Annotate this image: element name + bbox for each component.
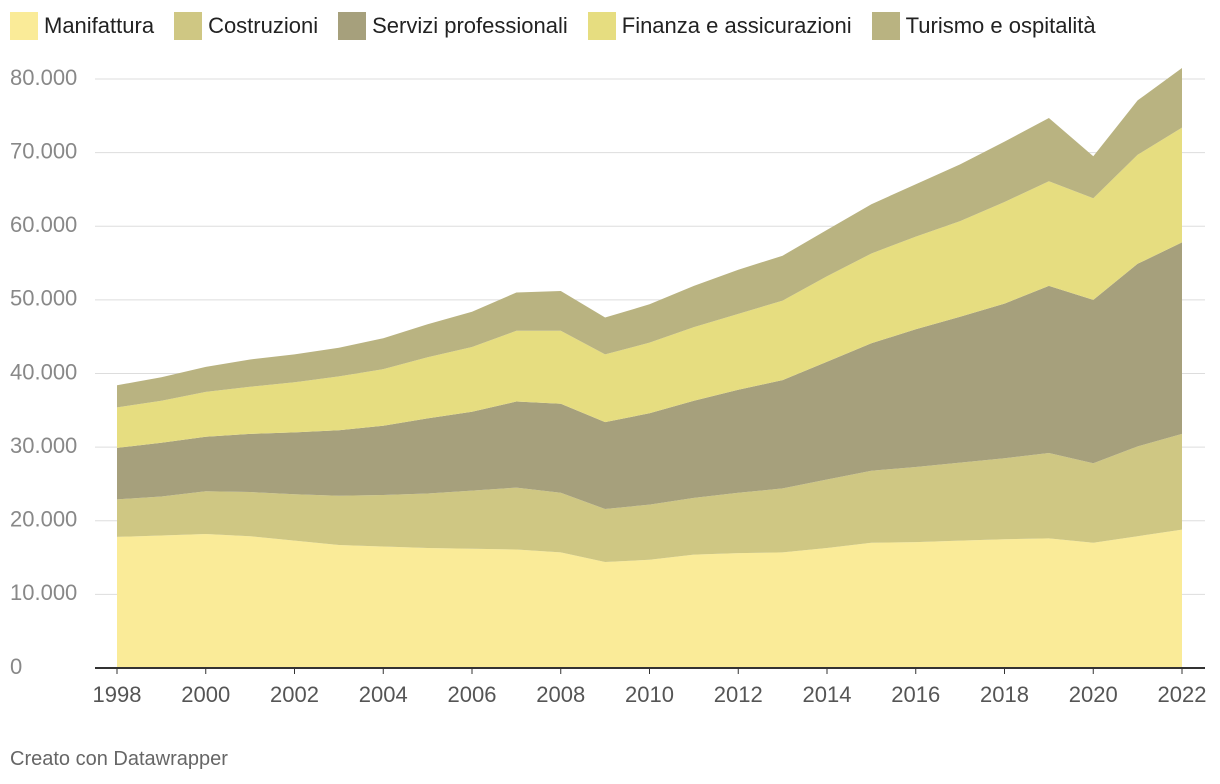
x-tick-label: 2016 — [891, 682, 940, 707]
x-tick-label: 2010 — [625, 682, 674, 707]
x-tick-label: 2006 — [448, 682, 497, 707]
chart-legend: Manifattura Costruzioni Servizi profession… — [10, 12, 1116, 40]
area-series-band — [117, 242, 1182, 509]
y-tick-label: 40.000 — [10, 359, 77, 384]
legend-label: Servizi professionali — [372, 13, 568, 38]
x-tick-label: 2018 — [980, 682, 1029, 707]
legend-item: Servizi professionali — [338, 12, 568, 40]
legend-swatch — [10, 12, 38, 40]
y-tick-label: 50.000 — [10, 286, 77, 311]
legend-swatch — [587, 12, 616, 40]
legend-swatch — [174, 12, 203, 40]
legend-label: Turismo e ospitalità — [905, 13, 1096, 38]
legend-label: Costruzioni — [208, 13, 319, 38]
y-tick-label: 10.000 — [10, 580, 77, 605]
legend-swatch — [338, 12, 367, 40]
legend-item: Finanza e assicurazioni — [587, 12, 852, 40]
x-tick-label: 2012 — [714, 682, 763, 707]
legend-swatch — [871, 12, 900, 40]
area-series — [117, 68, 1182, 668]
x-tick-label: 2014 — [803, 682, 852, 707]
legend-label: Manifattura — [44, 13, 155, 38]
x-tick-label: 2022 — [1158, 682, 1207, 707]
area-series-band — [117, 529, 1182, 668]
y-tick-label: 60.000 — [10, 212, 77, 237]
x-tick-label: 2000 — [181, 682, 230, 707]
x-tick-label: 2020 — [1069, 682, 1118, 707]
area-series-band — [117, 127, 1182, 448]
x-tick-label: 1998 — [93, 682, 142, 707]
y-tick-label: 80.000 — [10, 65, 77, 90]
area-series-band — [117, 68, 1182, 408]
y-tick-label: 0 — [10, 654, 22, 679]
x-tick-label: 2002 — [270, 682, 319, 707]
footer-credit: Creato con Datawrapper — [10, 748, 228, 770]
legend-item: Manifattura — [10, 12, 154, 40]
y-tick-label: 20.000 — [10, 507, 77, 532]
x-tick-label: 2008 — [536, 682, 585, 707]
legend-item: Turismo e ospitalità — [871, 12, 1096, 40]
legend-item: Costruzioni — [174, 12, 318, 40]
y-tick-label: 70.000 — [10, 138, 77, 163]
x-tick-label: 2004 — [359, 682, 408, 707]
axes: 0 10.000 20.000 30.000 40.000 50.000 60.000 70.… — [10, 65, 1206, 707]
area-series-band — [117, 433, 1182, 562]
y-tick-label: 30.000 — [10, 433, 77, 458]
legend-label: Finanza e assicurazioni — [621, 13, 852, 38]
